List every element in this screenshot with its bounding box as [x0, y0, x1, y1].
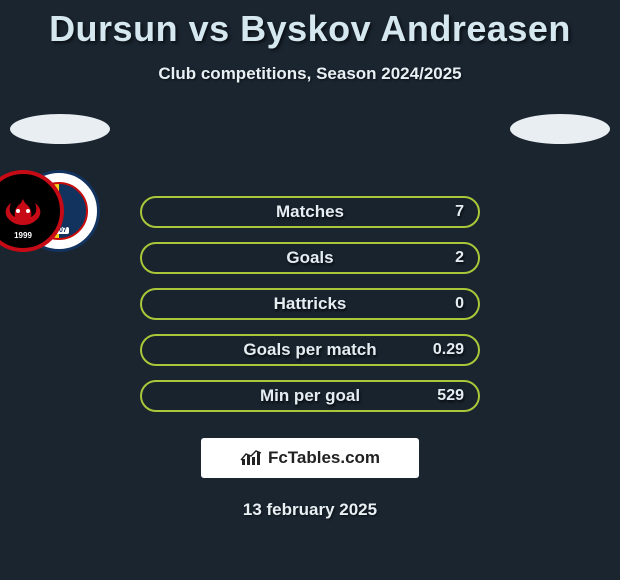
brand-text: FcTables.com	[268, 448, 380, 468]
stat-row: Min per goal 529	[140, 380, 480, 412]
stat-label: Hattricks	[274, 294, 347, 314]
stat-label: Matches	[276, 202, 344, 222]
comparison-panel: 1907 1999 Matches 7 Goals 2 Hattricks 0 …	[0, 114, 620, 520]
stat-value: 529	[437, 387, 464, 405]
stat-label: Min per goal	[260, 386, 360, 406]
stat-row: Matches 7	[140, 196, 480, 228]
brand-badge: FcTables.com	[201, 438, 419, 478]
stat-row: Goals per match 0.29	[140, 334, 480, 366]
chart-icon	[240, 449, 262, 467]
stats-list: Matches 7 Goals 2 Hattricks 0 Goals per …	[140, 196, 480, 412]
player-avatar-left	[10, 114, 110, 144]
stat-value: 7	[455, 203, 464, 221]
stat-label: Goals per match	[243, 340, 376, 360]
club-year-right: 1999	[14, 231, 32, 240]
date-text: 13 february 2025	[0, 500, 620, 520]
stat-value: 2	[455, 249, 464, 267]
subtitle: Club competitions, Season 2024/2025	[0, 64, 620, 84]
stat-value: 0.29	[433, 341, 464, 359]
page-title: Dursun vs Byskov Andreasen	[0, 0, 620, 50]
player-avatar-right	[510, 114, 610, 144]
stat-row: Hattricks 0	[140, 288, 480, 320]
stat-value: 0	[455, 295, 464, 313]
stat-label: Goals	[286, 248, 333, 268]
stat-row: Goals 2	[140, 242, 480, 274]
